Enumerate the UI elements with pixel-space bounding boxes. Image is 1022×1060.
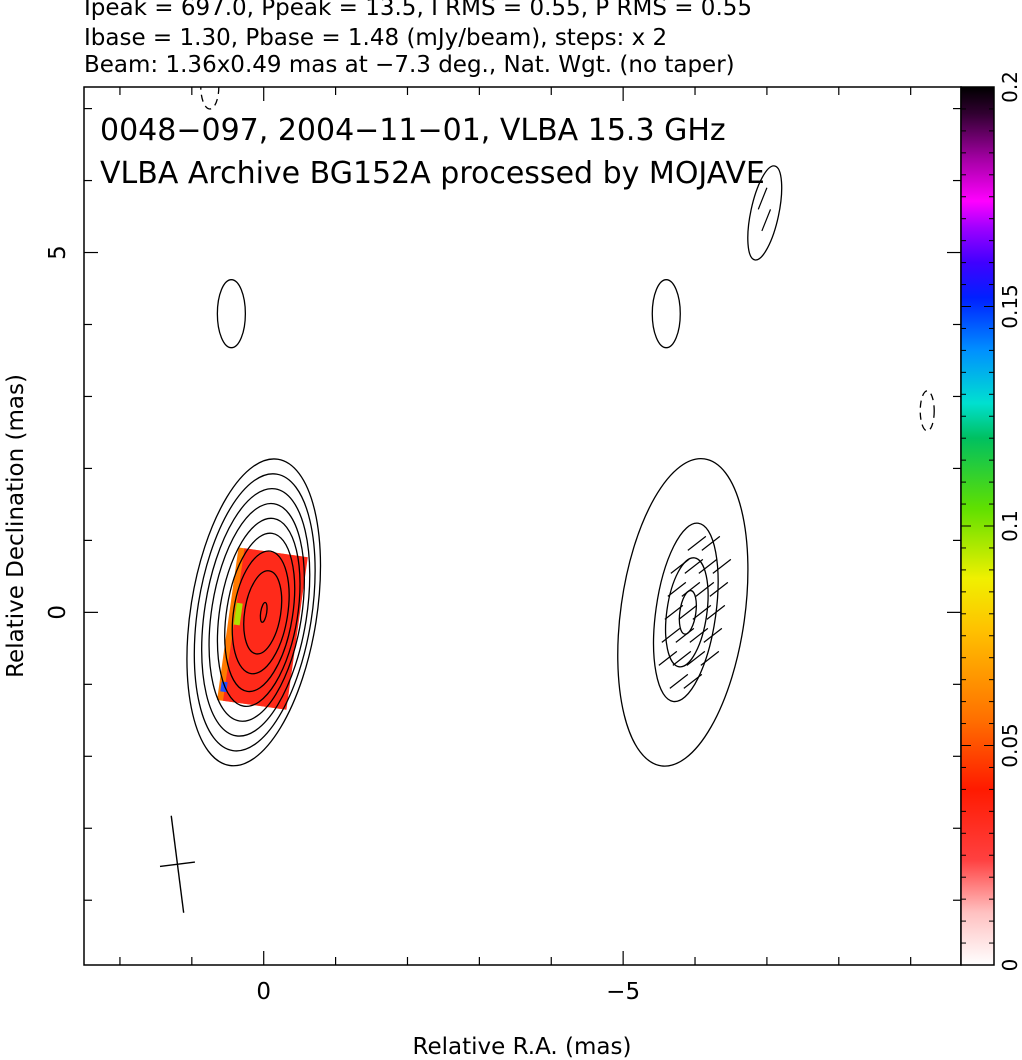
y-tick-label: 5 bbox=[45, 245, 71, 260]
evpa-stick bbox=[695, 581, 715, 597]
colorbar-ticks: 0 0.05 0.1 0.15 0.2 bbox=[961, 71, 1022, 971]
y-axis-label: Relative Declination (mas) bbox=[3, 374, 29, 678]
evpa-stick bbox=[757, 187, 768, 210]
evpa-stick bbox=[692, 604, 712, 620]
core-contour bbox=[186, 458, 322, 767]
evpa-stick bbox=[709, 581, 729, 597]
evpa-stick bbox=[675, 627, 695, 643]
evpa-stick bbox=[681, 581, 701, 597]
ghost-contour bbox=[678, 589, 697, 635]
colorbar-tick-label: 0.1 bbox=[998, 510, 1022, 542]
evpa-stick bbox=[684, 558, 704, 574]
negative-contour bbox=[200, 87, 220, 110]
evpa-stick bbox=[703, 627, 723, 643]
noise-contour bbox=[747, 165, 783, 261]
core-contour bbox=[208, 502, 306, 722]
evpa-stick bbox=[661, 627, 681, 643]
x-tick-label: −5 bbox=[606, 979, 640, 1005]
core-contour bbox=[259, 601, 268, 623]
negative-contour bbox=[919, 390, 935, 432]
x-axis-label: Relative R.A. (mas) bbox=[413, 1034, 632, 1060]
noise-contour bbox=[216, 279, 247, 349]
evpa-stick bbox=[686, 650, 706, 666]
colorbar-tick-label: 0.15 bbox=[998, 284, 1022, 329]
colorbar-tick-label: 0 bbox=[998, 959, 1022, 972]
evpa-stick bbox=[678, 604, 698, 620]
evpa-stick bbox=[670, 558, 690, 574]
plot-frame bbox=[83, 86, 962, 966]
plot-area bbox=[159, 87, 935, 913]
ghost-contour bbox=[617, 457, 749, 767]
noise-contour bbox=[651, 279, 681, 349]
evpa-stick bbox=[689, 627, 709, 643]
core-contour bbox=[224, 532, 296, 693]
annotation-line-1: 0048−097, 2004−11−01, VLBA 15.3 GHz bbox=[100, 113, 726, 148]
ghost-contour bbox=[652, 522, 719, 703]
beam-minor-axis bbox=[159, 861, 196, 868]
evpa-stick bbox=[712, 558, 732, 574]
core-contour bbox=[243, 570, 283, 655]
header-stats-line: Ipeak = 697.0, Ppeak = 13.5, I RMS = 0.5… bbox=[84, 0, 753, 21]
core-contour bbox=[193, 473, 316, 752]
evpa-stick bbox=[761, 209, 772, 232]
evpa-stick bbox=[664, 604, 684, 620]
y-tick-label: 0 bbox=[45, 605, 71, 620]
evpa-stick bbox=[669, 673, 689, 689]
axis-ticks: 0 −5 0 5 bbox=[45, 87, 961, 1005]
core-contour bbox=[201, 487, 311, 737]
polarization-patch bbox=[223, 548, 308, 710]
annotation-line-2: VLBA Archive BG152A processed by MOJAVE bbox=[100, 156, 765, 191]
core-contour bbox=[216, 517, 301, 708]
colorbar-tick-label: 0.05 bbox=[998, 723, 1022, 768]
evpa-stick bbox=[700, 650, 720, 666]
ghost-contour bbox=[664, 557, 709, 668]
evpa-stick bbox=[667, 581, 687, 597]
evpa-stick bbox=[672, 650, 692, 666]
header-base-line: Ibase = 1.30, Pbase = 1.48 (mJy/beam), s… bbox=[84, 25, 668, 51]
evpa-stick bbox=[706, 604, 726, 620]
header-beam-line: Beam: 1.36x0.49 mas at −7.3 deg., Nat. W… bbox=[84, 52, 735, 78]
core-contour bbox=[231, 550, 290, 675]
evpa-stick bbox=[701, 535, 721, 551]
x-tick-label: 0 bbox=[256, 979, 271, 1005]
polarization-edge-green bbox=[233, 602, 243, 626]
evpa-stick bbox=[698, 558, 718, 574]
evpa-stick bbox=[687, 535, 707, 551]
evpa-stick bbox=[658, 650, 678, 666]
evpa-stick bbox=[683, 673, 703, 689]
colorbar-tick-label: 0.2 bbox=[998, 71, 1022, 103]
